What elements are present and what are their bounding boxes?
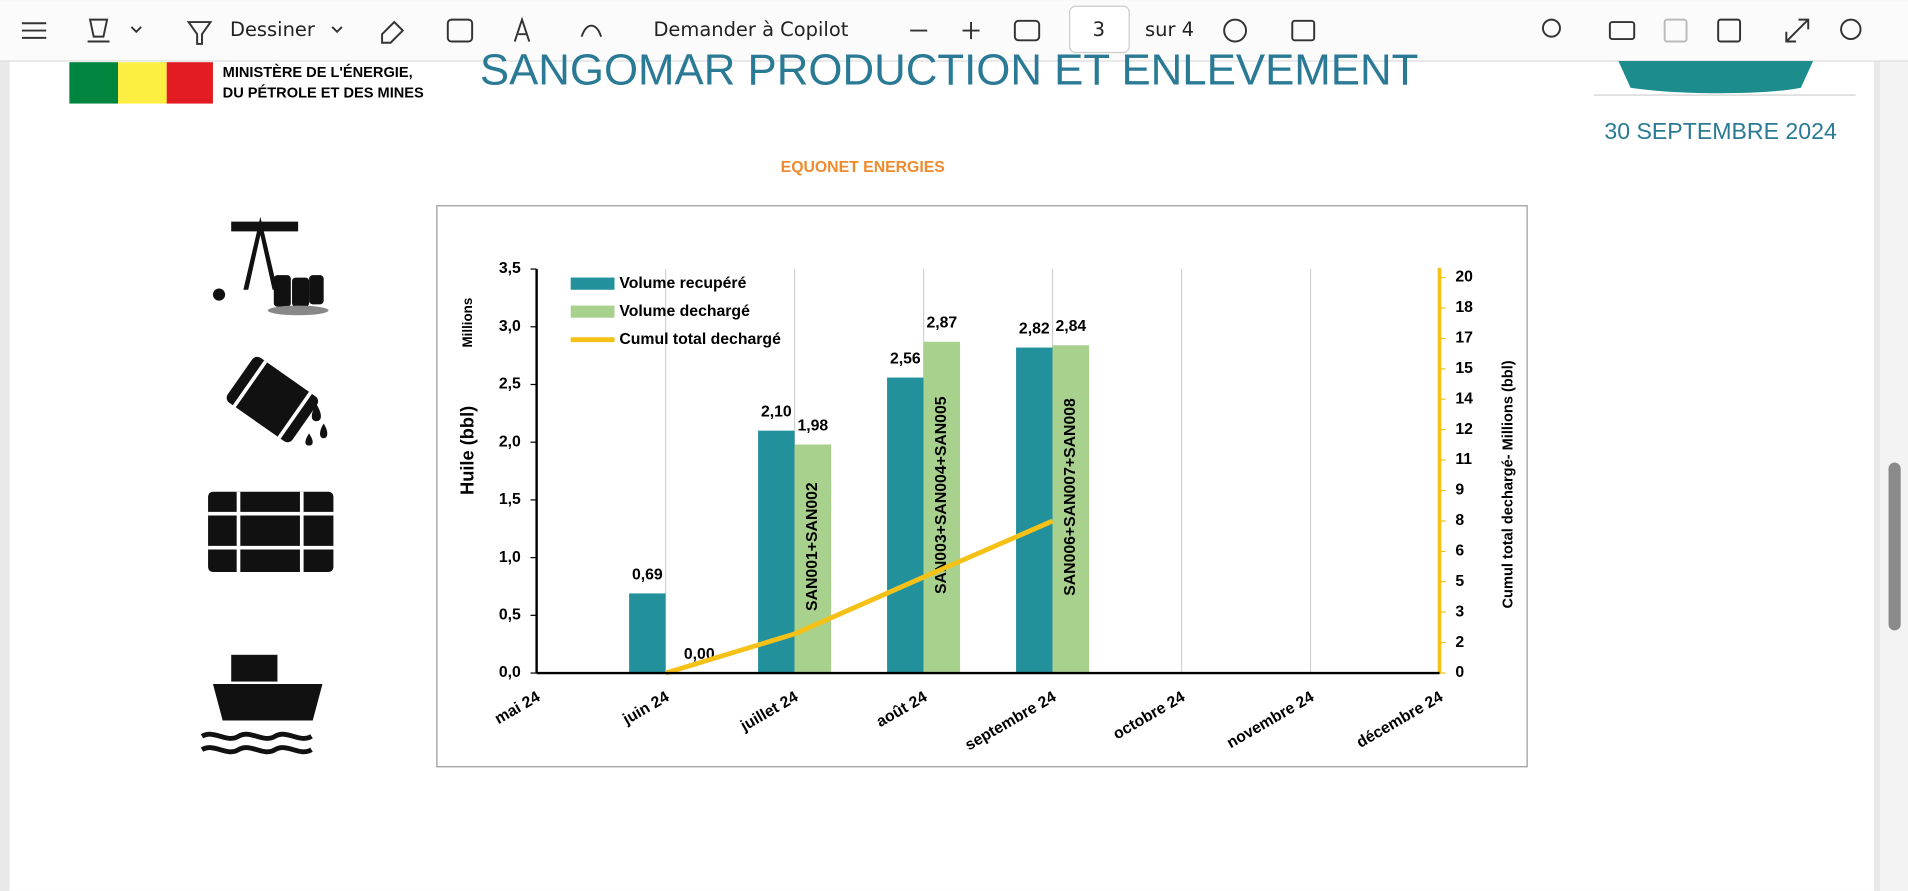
data-label: 2,87	[926, 315, 957, 332]
y2-tick-label: 0	[1455, 664, 1464, 681]
bar	[1052, 345, 1090, 674]
bar-annotation: SAN003+SAN004+SAN005	[933, 396, 950, 594]
data-label: 1,98	[797, 417, 828, 434]
y-tick-label: 0,0	[499, 664, 521, 681]
ministry-line: DU PÉTROLE ET DES MINES	[223, 85, 424, 102]
y2-tick-label: 3	[1455, 603, 1464, 620]
y2-tick-label: 17	[1455, 330, 1473, 347]
bar	[887, 377, 924, 674]
bar	[629, 593, 666, 674]
page-view-button[interactable]	[1291, 19, 1316, 42]
y2-tick-label: 9	[1455, 482, 1464, 499]
y2-tick-label: 15	[1455, 360, 1473, 377]
copilot-button[interactable]: Demander à Copilot	[653, 18, 848, 41]
flag	[69, 62, 213, 104]
ministry-line: MINISTÈRE DE L'ÉNERGIE,	[223, 64, 413, 81]
bar	[1016, 347, 1053, 674]
data-label: 2,84	[1055, 318, 1086, 335]
highlight-button[interactable]	[87, 18, 110, 43]
page-title: SANGOMAR PRODUCTION ET ENLEVEMENT	[480, 46, 1419, 95]
y2-tick-label: 2	[1455, 634, 1464, 651]
y2-tick-label: 5	[1455, 573, 1464, 590]
y2-tick-label: 8	[1455, 512, 1464, 529]
y-tick-label: 0,5	[499, 607, 521, 624]
contents-button[interactable]	[21, 22, 47, 39]
save-button[interactable]	[1663, 18, 1688, 43]
highlight-menu[interactable]	[130, 26, 142, 34]
y-axis-label: Huile (bbl)	[456, 406, 477, 495]
zoom-in-button[interactable]	[962, 22, 980, 40]
save-as-button[interactable]	[1717, 18, 1742, 43]
y2-tick-label: 11	[1455, 451, 1472, 468]
date: 30 SEPTEMBRE 2024	[1604, 118, 1837, 144]
line	[664, 518, 1054, 676]
icons	[200, 216, 334, 755]
logo	[1618, 60, 1814, 94]
y2-tick-label: 20	[1455, 269, 1473, 286]
legend-label: Volume dechargé	[619, 303, 750, 320]
data-label: 2,56	[890, 350, 921, 367]
y2-tick-label: 12	[1455, 421, 1473, 438]
fit-button[interactable]	[1013, 19, 1041, 42]
page-number[interactable]: 3	[1093, 18, 1105, 41]
legend-label: Cumul total dechargé	[619, 331, 781, 348]
draw-icon	[186, 21, 213, 45]
legend-swatch	[570, 305, 615, 318]
y-unit: Millions	[460, 298, 475, 348]
data-label: 2,82	[1019, 320, 1050, 337]
toolbar	[0, 0, 1908, 61]
bar	[794, 444, 832, 674]
print-button[interactable]	[1608, 21, 1636, 41]
bar-annotation: SAN001+SAN002	[804, 482, 821, 611]
draw-menu[interactable]	[331, 26, 343, 34]
y-tick-label: 3,5	[499, 260, 521, 277]
translate-button[interactable]	[580, 24, 603, 37]
y2-axis-label: Cumul total dechargé- Millions (bbl)	[1501, 360, 1517, 608]
draw-label[interactable]: Dessiner	[230, 18, 315, 41]
legend-swatch	[570, 277, 615, 290]
bar-annotation: SAN006+SAN007+SAN008	[1062, 398, 1079, 596]
y-tick-label: 1,0	[499, 549, 521, 566]
y2-tick-label: 14	[1455, 390, 1473, 407]
scroll-thumb[interactable]	[1888, 462, 1901, 631]
y-tick-label: 3,0	[499, 318, 521, 335]
y-tick-label: 2,0	[499, 433, 521, 450]
data-label: 2,10	[761, 404, 792, 421]
company: EQUONET ENERGIES	[781, 159, 945, 176]
read-aloud-button[interactable]	[513, 16, 531, 42]
chart-frame	[436, 205, 1528, 768]
data-label: 0,69	[632, 566, 663, 583]
bar	[758, 430, 795, 674]
y-tick-label: 2,5	[499, 376, 521, 393]
rotate-button[interactable]	[1223, 18, 1248, 43]
y2-tick-label: 6	[1455, 543, 1464, 560]
legend-label: Volume recupéré	[619, 275, 746, 292]
y-tick-label: 1,5	[499, 491, 521, 508]
erase-button[interactable]	[381, 20, 405, 44]
bar	[923, 341, 961, 674]
page-input[interactable]	[1068, 5, 1130, 54]
settings-button[interactable]	[1840, 18, 1862, 41]
fullscreen-button[interactable]	[1785, 18, 1810, 43]
text-button[interactable]	[446, 18, 474, 43]
page-count: sur 4	[1145, 18, 1194, 41]
y2-tick-label: 18	[1455, 299, 1473, 316]
search-button[interactable]	[1541, 18, 1561, 38]
toolbar-icons	[21, 5, 1862, 54]
